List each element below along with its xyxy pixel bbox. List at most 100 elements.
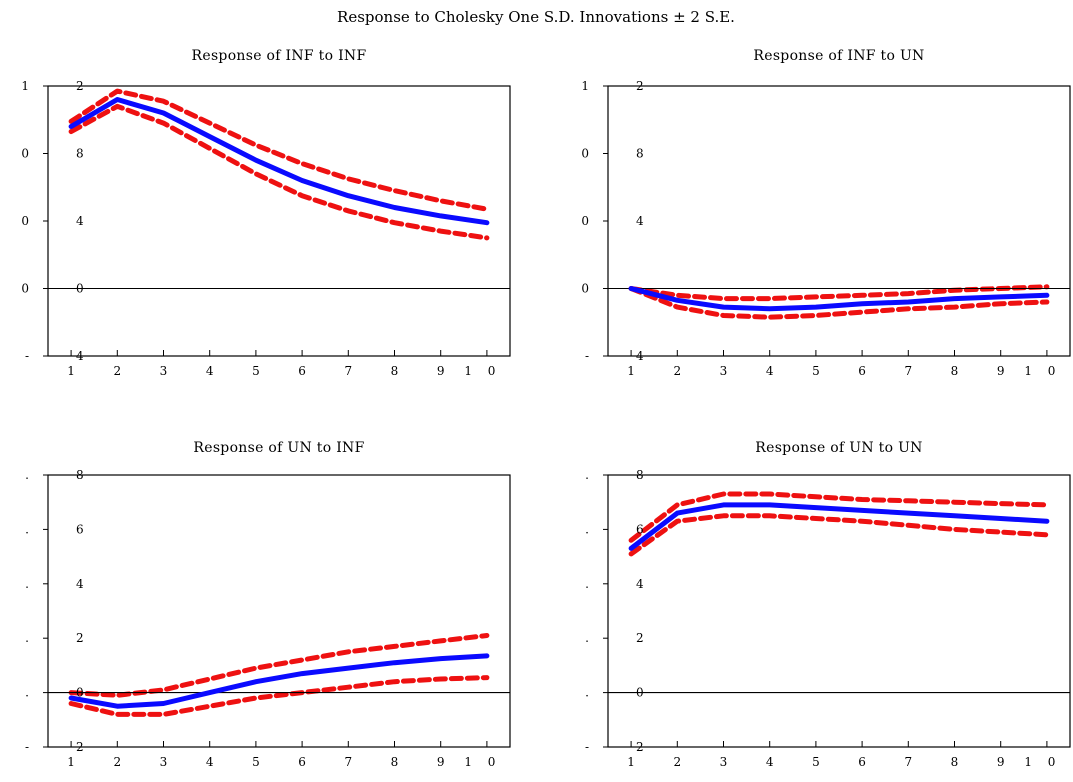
y-tick-label-left: - xyxy=(25,349,29,363)
y-tick-label-left: - xyxy=(585,740,589,754)
panel-title: Response of UN to UN xyxy=(755,440,922,456)
plot-frame xyxy=(607,474,1071,748)
y-tick-label-right: 4 xyxy=(636,214,644,228)
x-tick-label: 7 xyxy=(344,364,352,378)
x-tick-label: 9 xyxy=(437,755,445,769)
y-tick-label-right: 4 xyxy=(76,577,84,591)
x-tick-label: 8 xyxy=(391,364,399,378)
y-tick-label-right: 2 xyxy=(636,631,644,645)
y-tick-label-right: 8 xyxy=(76,468,84,482)
y-tick-label-right: 4 xyxy=(76,349,84,363)
x-tick-label: 4 xyxy=(766,364,774,378)
y-tick-label-left: . xyxy=(25,522,29,536)
y-tick-label-right: 4 xyxy=(636,577,644,591)
x-tick-label: 1 0 xyxy=(464,755,501,769)
confidence-band-upper xyxy=(68,88,490,212)
y-tick-label-left: 0 xyxy=(581,282,589,296)
response-line xyxy=(68,97,490,226)
y-tick-label-right: 8 xyxy=(76,147,84,161)
panel-2: Response of INF to UN - 4 0 0 4 0 8 1 2 1 2 3 4 5 6 7 8 9 1… xyxy=(581,48,1071,378)
x-tick-label: 1 xyxy=(627,755,635,769)
panel-title: Response of INF to UN xyxy=(753,48,924,64)
y-tick-label-left: 1 xyxy=(21,79,29,93)
x-tick-label: 7 xyxy=(344,755,352,769)
x-tick-label: 9 xyxy=(437,364,445,378)
y-tick-label-left: . xyxy=(585,522,589,536)
confidence-band-lower xyxy=(628,513,1050,557)
x-tick-label: 5 xyxy=(812,755,820,769)
y-tick-label-right: 8 xyxy=(636,147,644,161)
x-tick-label: 6 xyxy=(858,364,866,378)
x-tick-label: 5 xyxy=(812,364,820,378)
y-tick-label-left: - xyxy=(585,349,589,363)
x-tick-label: 2 xyxy=(673,755,681,769)
response-line xyxy=(628,502,1050,551)
x-tick-label: 3 xyxy=(160,364,168,378)
x-tick-label: 1 xyxy=(67,755,75,769)
y-tick-label-right: 2 xyxy=(636,79,644,93)
x-tick-label: 3 xyxy=(720,755,728,769)
x-tick-label: 8 xyxy=(951,364,959,378)
x-tick-label: 2 xyxy=(113,755,121,769)
y-tick-label-right: 6 xyxy=(76,522,84,536)
y-tick-label-right: 4 xyxy=(76,214,84,228)
x-tick-label: 6 xyxy=(298,755,306,769)
y-tick-label-left: 0 xyxy=(21,147,29,161)
y-tick-label-right: 4 xyxy=(636,349,644,363)
x-tick-label: 9 xyxy=(997,364,1005,378)
x-tick-label: 9 xyxy=(997,755,1005,769)
response-line xyxy=(68,653,490,709)
y-tick-label-right: 0 xyxy=(76,282,84,296)
x-tick-label: 8 xyxy=(951,755,959,769)
y-tick-label-right: 2 xyxy=(76,631,84,645)
y-tick-label-right: 8 xyxy=(636,468,644,482)
y-tick-label-left: 0 xyxy=(581,147,589,161)
plot-frame xyxy=(47,474,511,748)
y-tick-label-left: . xyxy=(25,468,29,482)
x-tick-label: 2 xyxy=(113,364,121,378)
y-tick-label-right: 0 xyxy=(636,686,644,700)
y-tick-label-right: 2 xyxy=(636,740,644,754)
panel-1: Response of INF to INF - 4 0 0 0 4 0 8 1 2 1 2 3 4 5 6 7 8… xyxy=(21,48,511,378)
x-tick-label: 1 xyxy=(67,364,75,378)
x-tick-label: 4 xyxy=(206,755,214,769)
y-tick-label-right: 6 xyxy=(636,522,644,536)
x-tick-label: 1 xyxy=(627,364,635,378)
confidence-band-upper xyxy=(628,284,1050,302)
x-tick-label: 1 0 xyxy=(1024,364,1061,378)
x-tick-label: 4 xyxy=(206,364,214,378)
x-tick-label: 5 xyxy=(252,364,260,378)
y-tick-label-left: . xyxy=(585,468,589,482)
figure-title: Response to Cholesky One S.D. Innovation… xyxy=(337,8,735,26)
y-tick-label-right: 2 xyxy=(76,79,84,93)
panel-4: Response of UN to UN- 2. 0. 2. 4. 6. 81 2 3 4 5 6 7 8… xyxy=(585,440,1071,769)
y-tick-label-left: 0 xyxy=(21,214,29,228)
confidence-band-lower xyxy=(68,675,490,717)
x-tick-label: 2 xyxy=(673,364,681,378)
y-tick-label-left: 0 xyxy=(21,282,29,296)
plot-frame xyxy=(47,85,511,357)
confidence-band-upper xyxy=(68,633,490,698)
x-tick-label: 8 xyxy=(391,755,399,769)
y-tick-label-left: . xyxy=(585,577,589,591)
x-tick-label: 5 xyxy=(252,755,260,769)
panel-title: Response of UN to INF xyxy=(193,440,364,456)
x-tick-label: 3 xyxy=(720,364,728,378)
x-tick-label: 7 xyxy=(904,364,912,378)
confidence-band-lower xyxy=(628,286,1050,320)
y-tick-label-right: 0 xyxy=(76,686,84,700)
y-tick-label-left: 1 xyxy=(581,79,589,93)
x-tick-label: 7 xyxy=(904,755,912,769)
y-tick-label-left: . xyxy=(25,631,29,645)
y-tick-label-left: 0 xyxy=(581,214,589,228)
response-line xyxy=(628,286,1050,312)
x-tick-label: 4 xyxy=(766,755,774,769)
confidence-band-lower xyxy=(68,103,490,241)
x-tick-label: 1 0 xyxy=(464,364,501,378)
x-tick-label: 6 xyxy=(858,755,866,769)
confidence-band-upper xyxy=(628,491,1050,543)
y-tick-label-left: . xyxy=(585,631,589,645)
y-tick-label-right: 2 xyxy=(76,740,84,754)
panel-title: Response of INF to INF xyxy=(192,48,367,64)
x-tick-label: 6 xyxy=(298,364,306,378)
